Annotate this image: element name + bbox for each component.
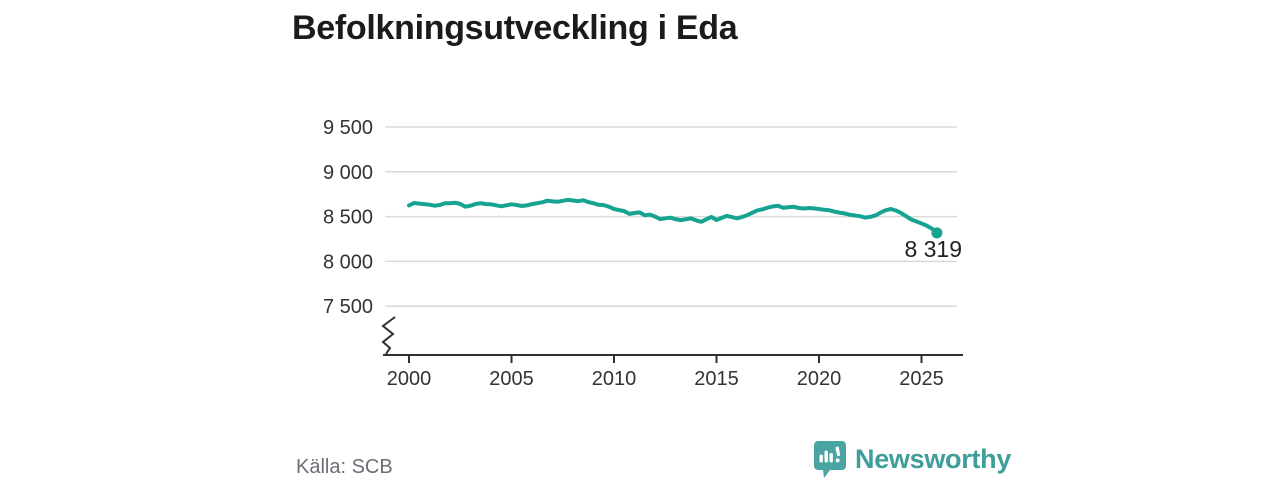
axis-break-icon — [381, 316, 396, 355]
newsworthy-logo: Newsworthy — [813, 440, 1011, 479]
y-tick-label: 9 500 — [323, 117, 373, 139]
page-title: Befolkningsutveckling i Eda — [292, 9, 738, 47]
x-tick-label: 2005 — [489, 368, 534, 390]
last-point-marker — [931, 227, 943, 239]
population-line-series — [407, 197, 939, 235]
y-tick-label: 9 000 — [323, 162, 373, 184]
y-tick-label: 7 500 — [323, 296, 373, 318]
x-tick-label: 2000 — [387, 368, 432, 390]
source-label: Källa: SCB — [296, 456, 393, 478]
x-tick-label: 2010 — [592, 368, 637, 390]
population-line-chart: 9 500 9 000 8 500 8 000 7 500 2000 2005 2010 201… — [323, 117, 963, 390]
y-tick-label: 8 000 — [323, 251, 373, 273]
x-tick-label: 2015 — [694, 368, 739, 390]
x-tick-label: 2020 — [797, 368, 842, 390]
y-tick-label: 8 500 — [323, 207, 373, 229]
x-tick-label: 2025 — [899, 368, 944, 390]
newsworthy-bubble-chart-icon — [814, 441, 846, 478]
last-value-label: 8 319 — [904, 236, 962, 262]
newsworthy-wordmark: Newsworthy — [855, 444, 1012, 474]
